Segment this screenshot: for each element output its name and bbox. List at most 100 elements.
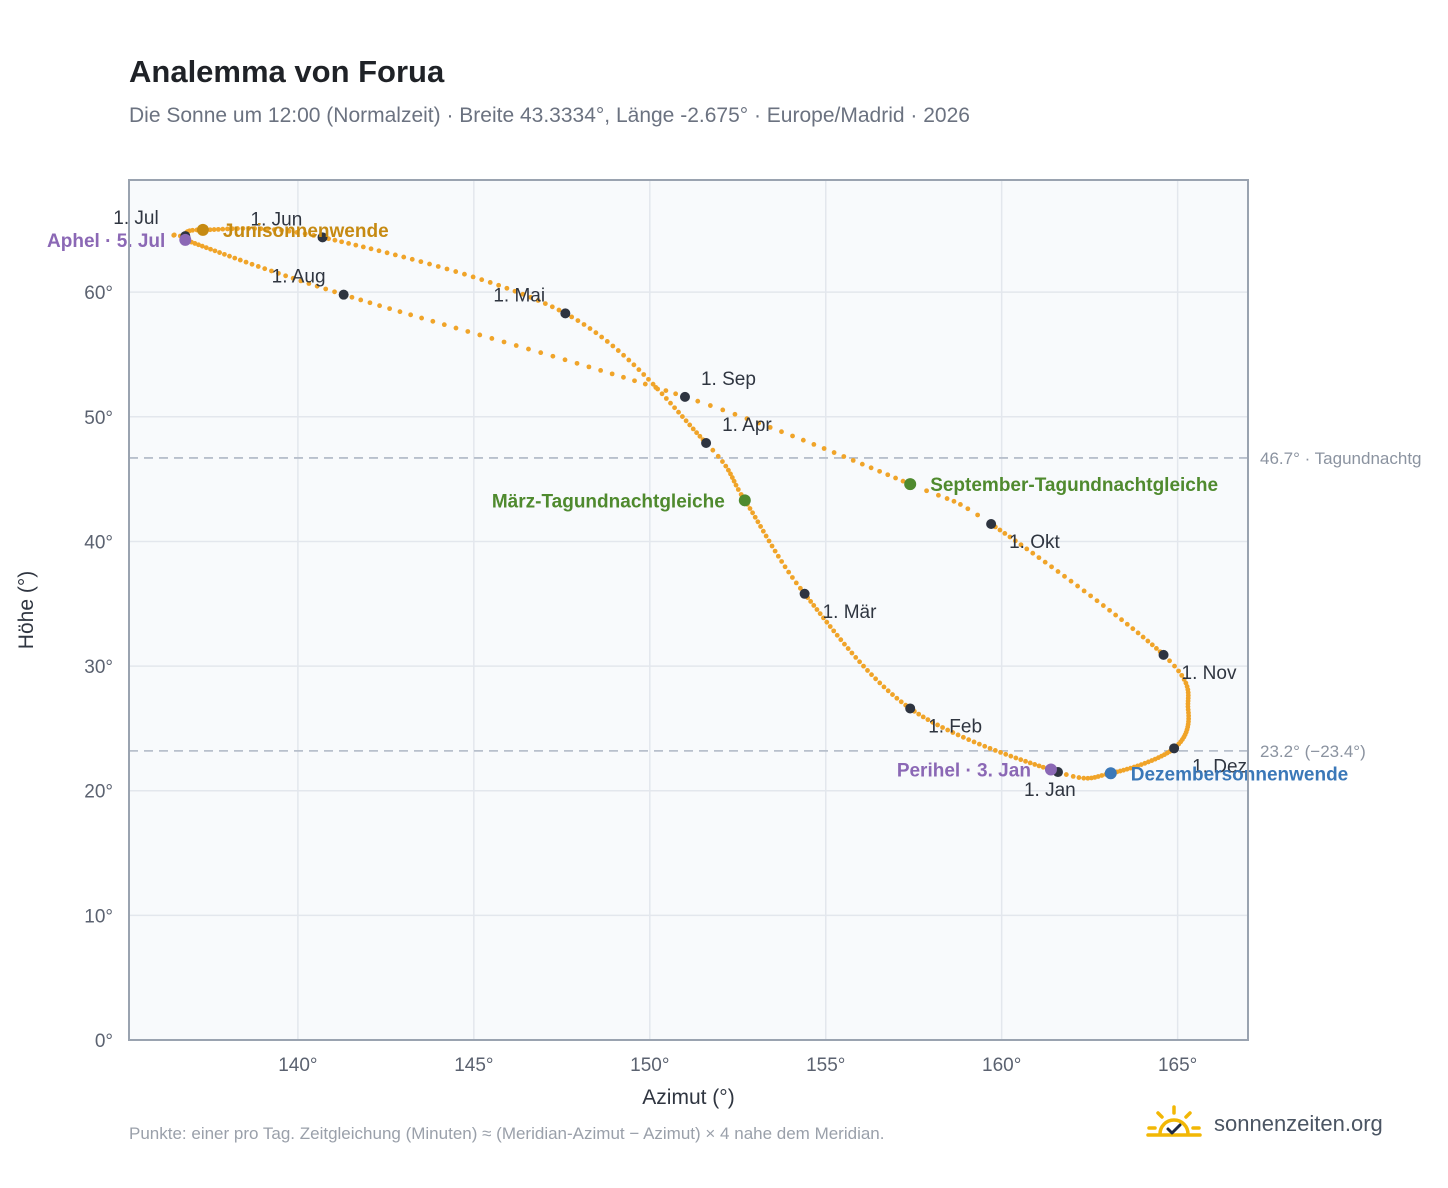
month-label: 1. Apr [722,415,772,436]
day-point [779,429,784,435]
day-point [831,628,837,634]
day-point [227,253,232,259]
day-point [615,348,621,353]
y-tick-label: 0° [95,1031,113,1052]
day-point [470,274,476,280]
day-point [240,226,246,231]
day-point [766,538,772,544]
day-point [838,637,844,643]
day-point [1018,542,1024,548]
day-point [535,298,541,303]
x-tick-label: 155° [806,1055,845,1076]
day-point [279,227,284,233]
day-point [868,465,874,471]
day-point [409,256,415,262]
day-point [861,663,866,669]
day-point [211,227,217,232]
day-point [203,245,209,251]
day-point [574,360,580,366]
day-point [621,352,626,358]
day-point [520,291,526,297]
month-marker [986,519,997,529]
month-label: 1. Mär [823,602,878,623]
day-point [1024,546,1030,552]
month-label: 1. Dez [1192,756,1247,777]
day-point [1089,775,1094,781]
day-point [951,498,957,504]
day-point [898,699,904,705]
day-point [1149,642,1155,648]
day-point [360,244,366,250]
day-point [894,695,900,701]
day-point [663,388,669,394]
day-point [353,242,359,248]
day-point [631,362,637,368]
day-point [857,659,862,665]
month-marker [317,232,328,243]
day-point [845,646,851,651]
day-point [720,407,726,413]
day-point [586,364,592,370]
day-point [255,264,261,269]
page-subtitle: Die Sonne um 12:00 (Normalzeit) · Breite… [129,104,970,127]
day-point [626,357,632,363]
day-point [271,227,277,233]
day-point [358,297,364,303]
day-point [401,254,407,260]
day-point [1075,583,1080,589]
day-point [1055,569,1061,574]
y-tick-label: 50° [84,408,113,429]
day-point [916,711,922,717]
day-point [793,580,799,586]
x-tick-label: 160° [982,1055,1021,1076]
day-point [430,318,436,324]
day-point [817,611,823,617]
day-point [930,719,936,725]
day-point [987,745,993,751]
day-point [945,727,951,733]
day-point [1070,774,1076,779]
plot-frame [128,179,1249,1041]
day-point [965,506,971,512]
day-point [1003,751,1009,757]
day-point [435,264,441,269]
x-tick-label: 165° [1158,1055,1197,1076]
day-point [462,271,467,277]
month-marker [799,588,810,599]
day-point [496,282,502,288]
day-point [997,527,1003,533]
day-point [453,325,459,331]
day-point [192,241,198,246]
day-point [924,488,929,494]
day-point [710,447,716,453]
day-point [235,226,240,231]
day-point [659,391,665,397]
day-point [262,266,268,272]
day-point [526,346,531,352]
day-point [599,334,605,340]
day-point [610,343,616,349]
solstice_december-marker [1104,767,1117,780]
day-point [821,446,827,451]
day-point [958,502,963,507]
day-point [763,533,769,539]
brand[interactable]: sonnenzeiten.org [1146,1100,1383,1148]
day-point [208,246,213,252]
equinox-marker [904,478,917,491]
day-point [728,471,733,477]
day-point [720,459,725,464]
day-point [865,668,870,673]
day-point [479,277,485,283]
month-label: 1. Okt [1009,532,1060,553]
apsis-marker [179,233,192,246]
day-point [512,288,518,294]
day-point [1100,603,1106,608]
day-point [992,748,998,753]
day-point [797,585,803,591]
day-point [1107,607,1112,613]
apsis-label: Perihel · 3. Jan [897,761,1031,782]
day-point [1036,763,1042,769]
day-point [747,506,753,511]
day-point [550,353,556,359]
